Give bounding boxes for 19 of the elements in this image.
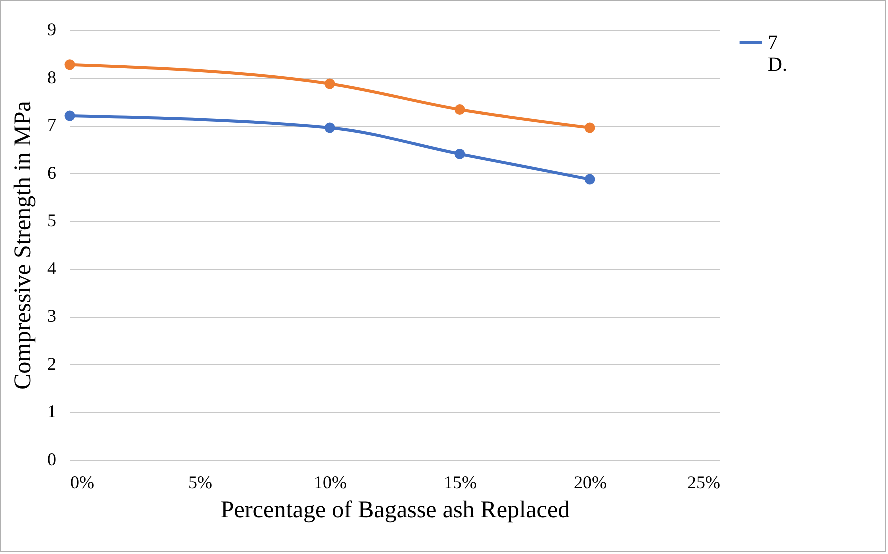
y-tick-label: 5: [48, 210, 56, 231]
x-tick-label: 5%: [188, 472, 212, 492]
x-tick-label: 20%: [574, 472, 607, 492]
y-axis-title: Compressive Strength in MPa: [10, 100, 36, 390]
x-tick-label: 0%: [70, 472, 94, 492]
y-tick-label: 0: [48, 450, 56, 470]
y-tick-label: 6: [48, 162, 56, 183]
x-tick-label: 10%: [314, 472, 347, 492]
x-tick-label: 25%: [688, 472, 720, 492]
y-tick-label: 2: [48, 354, 56, 374]
x-tick-label: 15%: [444, 472, 477, 492]
y-tick-label: 8: [48, 67, 56, 88]
y-tick-label: 7: [48, 115, 56, 136]
legend-label: 7 D.: [768, 32, 788, 76]
x-axis-title: Percentage of Bagasse ash Replaced: [220, 498, 570, 524]
y-tick-label: 9: [48, 20, 56, 40]
y-tick-label: 4: [48, 258, 56, 278]
y-tick-label: 1: [48, 402, 56, 422]
y-tick-label: 3: [48, 306, 56, 326]
